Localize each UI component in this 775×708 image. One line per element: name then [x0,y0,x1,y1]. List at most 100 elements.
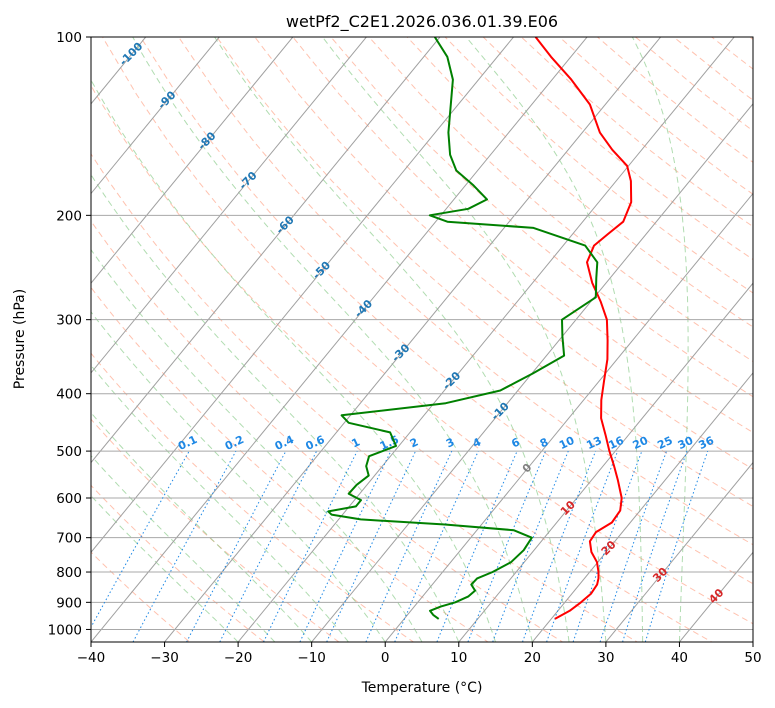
dry-adiabat [140,37,753,585]
mixing-ratio-label: 0.1 [176,433,199,453]
mixing-ratio-label: 30 [676,434,696,452]
dry-adiabat [91,484,266,642]
mixing-ratio-line [572,450,643,642]
temperature-profile [534,37,633,620]
isotherm-line [163,37,662,642]
dry-adiabat [711,37,753,70]
x-axis: −40 −30 −20 −10 0 10 20 30 40 50 [77,642,762,666]
mixing-ratio-line [599,450,667,642]
dry-adiabat [597,37,753,163]
y-tick-label: 200 [56,208,82,224]
dry-adiabat [254,37,753,470]
moist-adiabat [91,248,423,642]
mixing-ratio-label: 10 [557,434,577,452]
x-tick-label: −10 [297,650,326,666]
x-tick-label: −20 [224,650,253,666]
isotherm-line [91,37,588,642]
mixing-ratio-line [394,450,479,642]
y-axis-label: Pressure (hPa) [12,289,28,389]
moist-adiabat [91,173,460,642]
dry-adiabat [91,352,415,642]
mixing-ratio-label: 36 [697,434,717,452]
moist-adiabat [91,364,349,642]
y-tick-label: 600 [56,491,82,507]
mixing-ratio-line [299,450,392,642]
isotherm-line [91,37,441,464]
isotherm-line [678,551,753,642]
mixing-ratio-label: 1.5 [378,433,401,453]
x-tick-label: −40 [77,650,106,666]
x-tick-label: 50 [744,650,761,666]
isotherm-line [458,282,753,642]
x-tick-label: −30 [150,650,179,666]
x-tick-label: 0 [381,650,390,666]
isotherm-label: -100 [117,39,146,68]
isotherm-line [91,37,515,554]
isotherm-label: -30 [389,341,412,364]
isotherm-line [384,192,753,642]
isotherm-label: 10 [558,498,578,518]
x-tick-label: 10 [450,650,467,666]
mixing-ratio-line [644,450,709,642]
x-tick-label: 40 [671,650,688,666]
moist-adiabat [91,495,239,642]
mixing-ratio-label: 4 [471,435,484,450]
mixing-ratio-label: 20 [631,434,651,452]
dry-adiabat [178,37,753,546]
isotherm-line [91,37,368,374]
mixing-ratio-label: 25 [655,434,674,452]
dry-adiabat [91,286,489,642]
isotherm-label: -80 [195,129,218,152]
mixing-ratio-label: 1 [349,435,361,450]
moist-adiabat [322,37,607,642]
isotherm-line [237,37,735,642]
y-tick-label: 400 [56,387,82,403]
mixing-ratio-line [263,450,358,642]
dewpoint-profile [327,37,599,620]
profile-series [327,37,633,620]
dry-adiabat [368,37,753,363]
dry-adiabat [635,37,753,132]
y-tick-label: 300 [56,313,82,329]
isotherm-label: 30 [650,565,670,585]
y-tick-label: 100 [56,30,82,46]
mixing-ratio-line [492,450,569,642]
chart-title: wetPf2_C2E1.2026.036.01.39.E06 [286,12,558,32]
dry-adiabat [91,551,191,642]
mixing-ratio-label: 6 [509,435,522,450]
mixing-ratio-label: 0.4 [273,433,296,453]
moist-adiabat [91,311,386,642]
mixing-ratio-label: 13 [584,434,603,452]
isotherm-label: -70 [236,169,259,192]
dry-adiabat [673,37,753,101]
moist-adiabat [631,37,689,642]
x-tick-label: 30 [597,650,614,666]
y-tick-label: 700 [56,531,82,547]
isotherm-line [91,37,220,195]
dry-adiabat [292,37,753,434]
mixing-ratio-line [91,450,190,629]
moist-adiabat [91,79,497,642]
y-tick-label: 1000 [48,622,82,638]
isotherm-label: 20 [599,538,619,558]
dry-adiabat [406,37,753,328]
dry-adiabat [444,37,753,294]
isotherm-line [531,372,753,642]
moist-adiabat [214,37,570,642]
dry-adiabat [330,37,753,398]
mixing-ratio-label: 0.6 [304,433,327,453]
x-axis-label: Temperature (°C) [361,680,483,696]
mixing-ratio-line [522,450,597,642]
isotherm-label: 40 [706,586,726,606]
isotherm-line [91,37,294,284]
mixing-ratio-label: 3 [444,435,456,450]
mixing-ratio-line [132,450,237,642]
mixing-ratio-line [365,450,453,642]
moist-adiabat [465,37,644,642]
isotherm-label: -60 [273,213,296,236]
mixing-ratio-line [467,450,547,642]
dry-adiabat [216,37,753,508]
mixing-ratio-line [219,450,318,642]
plot-frame [90,36,754,643]
reference-lines [91,37,753,642]
